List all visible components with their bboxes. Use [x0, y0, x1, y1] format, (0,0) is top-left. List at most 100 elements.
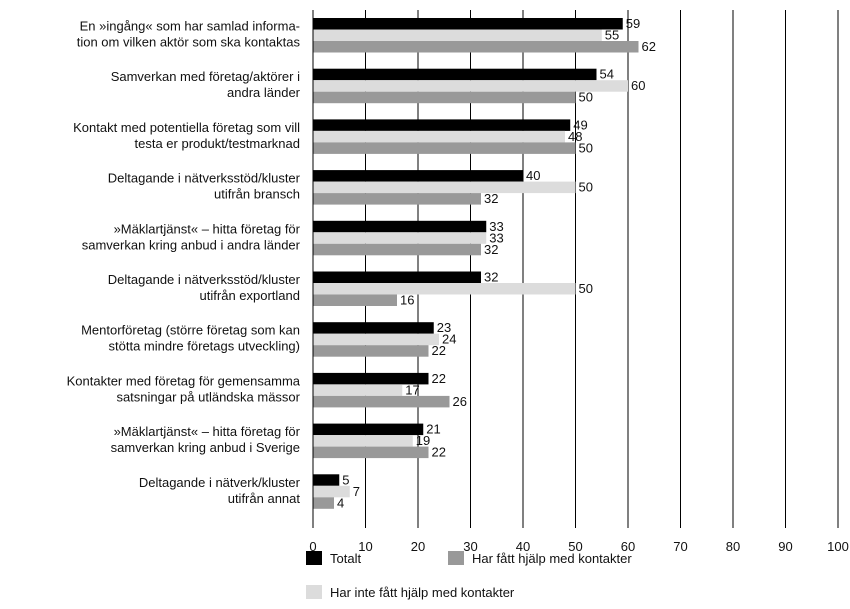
bar	[313, 91, 576, 104]
bar	[313, 283, 576, 295]
value-label: 4	[337, 495, 344, 510]
category-labels: En »ingång« som har samlad informa-tion …	[67, 19, 301, 506]
legend-swatch	[306, 551, 322, 565]
bar	[313, 294, 397, 306]
bar	[313, 142, 576, 154]
category-label: Deltagande i nätverksstöd/kluster	[108, 171, 301, 186]
value-label: 59	[626, 16, 640, 31]
bar	[313, 119, 571, 131]
x-tick-label: 0	[309, 539, 316, 554]
value-label: 60	[631, 78, 645, 93]
value-label: 50	[579, 140, 593, 155]
legend-swatch	[448, 551, 464, 565]
category-label: »Mäklartjänst« – hitta företag för	[114, 424, 301, 439]
bar	[313, 485, 350, 498]
bar	[313, 497, 334, 509]
value-label: 33	[489, 230, 503, 245]
category-label: Deltagande i nätverk/kluster	[139, 475, 301, 490]
category-label: »Mäklartjänst« – hitta företag för	[114, 221, 301, 236]
value-label: 21	[426, 422, 440, 437]
category-label: Deltagande i nätverksstöd/kluster	[108, 272, 301, 287]
x-tick-label: 70	[673, 539, 687, 554]
x-axis-ticks: 0 10 20 30 40 50 60 70 80 90 100	[309, 539, 848, 554]
bar	[313, 181, 576, 194]
value-label: 24	[442, 332, 456, 347]
x-tick-label: 80	[726, 539, 740, 554]
bar	[313, 41, 639, 53]
category-label: satsningar på utländska mässor	[116, 389, 300, 404]
value-label: 55	[605, 28, 619, 43]
bar	[313, 271, 481, 283]
value-label: 22	[432, 343, 446, 358]
bar	[313, 372, 429, 385]
x-tick-label: 100	[827, 539, 849, 554]
legend-swatch	[306, 585, 322, 599]
category-label: Kontakt med potentiella företag som vill	[73, 120, 300, 135]
category-label: andra länder	[227, 85, 301, 100]
category-label: samverkan kring anbud i andra länder	[82, 237, 301, 252]
bar	[313, 243, 481, 256]
value-label: 22	[432, 371, 446, 386]
x-tick-label: 50	[568, 539, 582, 554]
bar	[313, 435, 413, 447]
bar	[313, 333, 439, 346]
value-label: 50	[579, 90, 593, 105]
bar	[313, 384, 403, 396]
category-label: stötta mindre företags utveckling)	[109, 339, 300, 354]
value-label: 33	[489, 219, 503, 234]
bar	[313, 345, 429, 357]
bar	[313, 29, 602, 41]
category-label: utifrån exportland	[200, 288, 300, 303]
bar	[313, 446, 429, 459]
x-tick-label: 40	[516, 539, 530, 554]
value-label: 54	[600, 67, 614, 82]
value-label: 32	[484, 270, 498, 285]
value-label: 19	[416, 433, 430, 448]
value-label: 50	[579, 180, 593, 195]
bar	[313, 395, 450, 408]
value-label: 7	[353, 484, 360, 499]
value-label: 50	[579, 281, 593, 296]
bar	[313, 322, 434, 334]
category-label: utifrån annat	[228, 491, 301, 506]
bars	[312, 10, 639, 528]
value-label: 5	[342, 472, 349, 487]
bar	[313, 220, 487, 233]
bar	[313, 170, 523, 182]
bar	[313, 18, 623, 30]
x-tick-label: 60	[621, 539, 635, 554]
category-label: samverkan kring anbud i Sverige	[111, 440, 300, 455]
category-label: testa er produkt/testmarknad	[135, 136, 300, 151]
value-label: 32	[484, 191, 498, 206]
category-label: tion om vilken aktör som ska kontaktas	[77, 35, 301, 50]
value-label: 26	[453, 394, 467, 409]
value-label: 62	[642, 39, 656, 54]
x-tick-label: 20	[411, 539, 425, 554]
bar	[313, 423, 424, 436]
legend-label: Har inte fått hjälp med kontakter	[330, 585, 515, 600]
value-label: 49	[573, 117, 587, 132]
x-tick-label: 90	[778, 539, 792, 554]
value-label: 23	[437, 320, 451, 335]
value-labels: 5955625460504948504050323333323250162324…	[337, 16, 656, 510]
bar	[313, 80, 628, 92]
category-label: En »ingång« som har samlad informa-	[80, 19, 300, 34]
category-label: Samverkan med företag/aktörer i	[111, 69, 300, 84]
bar	[313, 193, 481, 205]
legend-label: Har fått hjälp med kontakter	[472, 551, 632, 566]
value-label: 17	[405, 382, 419, 397]
bar	[313, 232, 487, 244]
category-label: utifrån bransch	[214, 187, 300, 202]
x-tick-label: 30	[463, 539, 477, 554]
legend: Totalt Har fått hjälp med kontakter Har in…	[306, 551, 632, 600]
category-label: Mentorföretag (större företag som kan	[81, 323, 300, 338]
value-label: 48	[568, 129, 582, 144]
bar	[313, 474, 340, 486]
x-tick-label: 10	[358, 539, 372, 554]
value-label: 40	[526, 168, 540, 183]
bar	[313, 68, 597, 81]
bar	[313, 130, 565, 143]
value-label: 22	[432, 445, 446, 460]
value-label: 16	[400, 293, 414, 308]
